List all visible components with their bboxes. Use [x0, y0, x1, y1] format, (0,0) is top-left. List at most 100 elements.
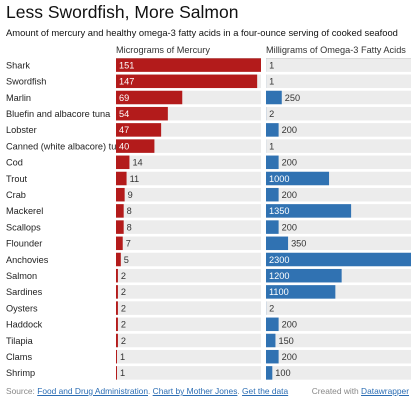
- mercury-value-label: 2: [121, 287, 126, 297]
- mercury-value-label: 5: [124, 255, 129, 265]
- mercury-bar: [116, 268, 118, 283]
- omega-column-header: Milligrams of Omega-3 Fatty Acids: [266, 45, 406, 55]
- credit-link[interactable]: Chart by Mother Jones: [152, 386, 238, 396]
- omega-track: [266, 139, 411, 153]
- mercury-value-label: 40: [119, 141, 129, 151]
- source-prefix: Source:: [6, 386, 38, 396]
- mercury-bar: [116, 139, 155, 153]
- mercury-bar: [116, 106, 168, 121]
- mercury-bar: [116, 90, 183, 105]
- row-label: Crab: [6, 190, 26, 200]
- mercury-bar: [116, 236, 123, 251]
- mercury-bar: [116, 252, 121, 267]
- mercury-track: [116, 252, 261, 267]
- row-label: Canned (white albacore) tuna: [6, 141, 127, 151]
- omega-value-label: 150: [278, 336, 293, 346]
- omega-track: [266, 349, 411, 364]
- omega-value-label: 200: [282, 190, 297, 200]
- mercury-value-label: 14: [132, 158, 142, 168]
- omega-track: [266, 90, 411, 105]
- source-line: Source: Food and Drug Administration. Ch…: [6, 386, 288, 396]
- omega-value-label: 200: [282, 352, 297, 362]
- mercury-value-label: 8: [127, 222, 132, 232]
- mercury-bar: [116, 58, 261, 72]
- mercury-value-label: 2: [121, 303, 126, 313]
- mercury-track: [116, 187, 261, 202]
- omega-value-label: 2: [269, 109, 274, 119]
- mercury-track: [116, 285, 261, 299]
- omega-bar: [266, 220, 279, 234]
- row-label: Swordfish: [6, 77, 46, 87]
- omega-value-label: 100: [275, 368, 290, 378]
- row-label: Salmon: [6, 271, 37, 281]
- source-link[interactable]: Food and Drug Administration: [37, 386, 148, 396]
- row-label: Shrimp: [6, 368, 35, 378]
- mercury-bar: [116, 204, 124, 218]
- mercury-track: [116, 155, 261, 170]
- footer-separator: .: [148, 386, 153, 396]
- omega-track: [266, 123, 411, 137]
- get-data-link[interactable]: Get the data: [242, 386, 289, 396]
- row-label: Cod: [6, 158, 23, 168]
- omega-value-label: 200: [282, 158, 297, 168]
- omega-value-label: 1350: [269, 206, 289, 216]
- omega-bar: [266, 171, 330, 186]
- omega-value-label: 350: [291, 239, 306, 249]
- omega-bar: [266, 349, 279, 364]
- chart-title: Less Swordfish, More Salmon: [6, 2, 239, 22]
- mercury-value-label: 11: [130, 174, 140, 184]
- row-label: Sardines: [6, 287, 43, 297]
- mercury-value-label: 2: [121, 271, 126, 281]
- chart-subtitle: Amount of mercury and healthy omega-3 fa…: [6, 27, 398, 38]
- omega-value-label: 1000: [269, 174, 289, 184]
- omega-value-label: 1: [269, 60, 274, 70]
- row-label: Tilapia: [6, 336, 34, 346]
- footer-separator: .: [237, 386, 243, 396]
- row-label: Bluefin and albacore tuna: [6, 109, 111, 119]
- mercury-track: [116, 317, 261, 332]
- mercury-bar: [116, 123, 162, 137]
- omega-bar: [266, 187, 279, 202]
- mercury-value-label: 1: [120, 352, 125, 362]
- mercury-bar: [116, 349, 117, 364]
- row-label: Oysters: [6, 303, 38, 313]
- omega-value-label: 2300: [269, 255, 289, 265]
- created-prefix: Created with: [311, 386, 362, 396]
- omega-bar: [266, 90, 282, 105]
- mercury-value-label: 7: [126, 239, 131, 249]
- omega-track: [266, 187, 411, 202]
- mercury-bar: [116, 333, 118, 348]
- omega-value-label: 250: [285, 93, 300, 103]
- omega-track: [266, 220, 411, 234]
- omega-bar: [266, 317, 279, 332]
- omega-track: [266, 366, 411, 380]
- mercury-value-label: 1: [120, 368, 125, 378]
- omega-value-label: 1200: [269, 271, 289, 281]
- mercury-track: [116, 349, 261, 364]
- datawrapper-link[interactable]: Datawrapper: [361, 386, 409, 396]
- row-label: Marlin: [6, 93, 31, 103]
- omega-value-label: 200: [282, 125, 297, 135]
- mercury-value-label: 54: [119, 109, 129, 119]
- mercury-bar: [116, 74, 258, 89]
- mercury-bar: [116, 285, 118, 299]
- mercury-bar: [116, 301, 118, 315]
- omega-bar: [266, 204, 352, 218]
- omega-bar: [266, 333, 276, 348]
- mercury-bar: [116, 366, 117, 380]
- mercury-bar: [116, 317, 118, 332]
- mercury-bar: [116, 171, 127, 186]
- omega-track: [266, 317, 411, 332]
- row-label: Flounder: [6, 239, 42, 249]
- mercury-bar: [116, 187, 125, 202]
- omega-bar: [266, 268, 342, 283]
- mercury-track: [116, 333, 261, 348]
- omega-track: [266, 58, 411, 72]
- omega-track: [266, 74, 411, 89]
- omega-value-label: 1100: [269, 287, 289, 297]
- mercury-value-label: 151: [119, 60, 134, 70]
- mercury-bar: [116, 155, 130, 170]
- row-label: Anchovies: [6, 255, 49, 265]
- mercury-value-label: 69: [119, 93, 129, 103]
- mercury-track: [116, 366, 261, 380]
